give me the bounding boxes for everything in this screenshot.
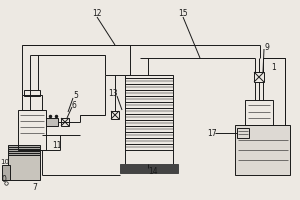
Text: 17: 17 — [207, 129, 217, 138]
Bar — [8, 149, 40, 150]
Text: 14: 14 — [148, 168, 158, 176]
Bar — [254, 72, 264, 82]
Bar — [8, 155, 40, 180]
Bar — [24, 90, 40, 96]
Text: 5: 5 — [74, 92, 78, 100]
Bar — [8, 151, 40, 152]
Bar — [235, 125, 290, 175]
Bar — [8, 153, 40, 154]
Bar — [237, 128, 249, 138]
Bar — [2, 165, 10, 180]
Bar — [18, 110, 46, 150]
Bar — [46, 118, 58, 126]
Text: 11: 11 — [52, 140, 62, 150]
Text: 13: 13 — [108, 88, 118, 98]
Bar — [61, 118, 69, 126]
Text: 7: 7 — [33, 182, 38, 192]
Text: 9: 9 — [265, 43, 269, 51]
Bar — [125, 75, 173, 165]
Bar — [111, 111, 119, 119]
Text: 12: 12 — [92, 9, 102, 19]
Text: 1: 1 — [272, 62, 276, 72]
Text: 10: 10 — [0, 159, 9, 165]
Bar — [8, 147, 40, 148]
Text: 6: 6 — [72, 100, 76, 110]
Bar — [22, 95, 42, 110]
Bar — [120, 164, 178, 173]
Bar — [245, 100, 273, 125]
Text: 15: 15 — [178, 9, 188, 19]
Bar — [8, 145, 40, 146]
Text: 0: 0 — [2, 176, 6, 184]
